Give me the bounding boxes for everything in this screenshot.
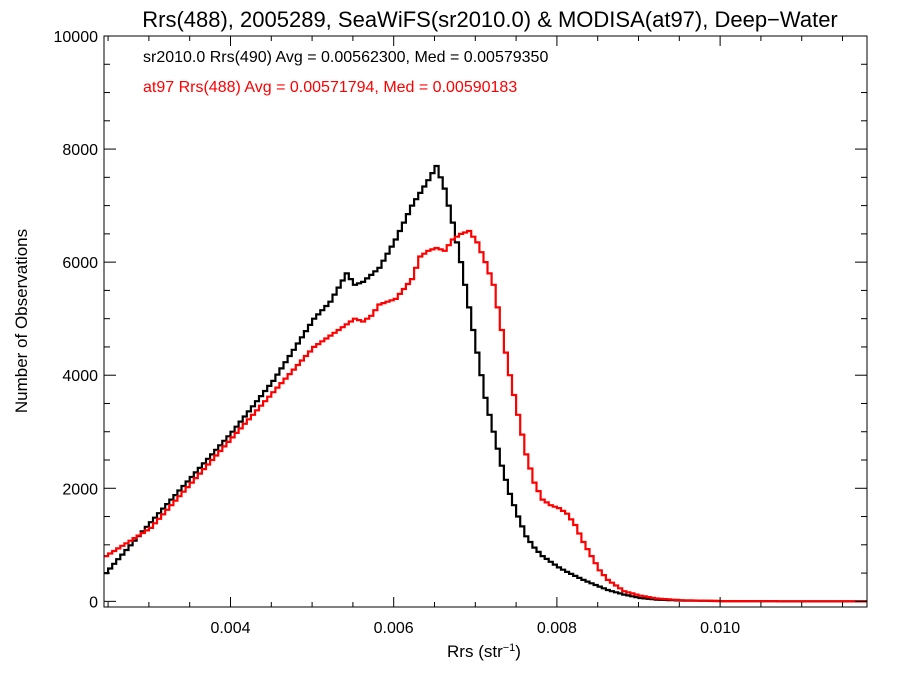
chart-title: Rrs(488), 2005289, SeaWiFS(sr2010.0) & M… [142, 7, 838, 32]
y-tick-label: 4000 [62, 368, 98, 385]
x-axis-label: Rrs (str−1) [447, 642, 521, 661]
y-tick-label: 8000 [62, 142, 98, 159]
x-tick-label: 0.010 [700, 620, 740, 637]
x-axis-label-main: Rrs (str [447, 642, 503, 661]
y-axis-label: Number of Observations [12, 229, 31, 413]
y-tick-label: 10000 [54, 29, 99, 46]
x-tick-label: 0.008 [537, 620, 577, 637]
legend-entry-black: sr2010.0 Rrs(490) Avg = 0.00562300, Med … [143, 49, 548, 66]
x-tick-label: 0.004 [210, 620, 250, 637]
y-tick-label: 6000 [62, 255, 98, 272]
x-tick-label: 0.006 [374, 620, 414, 637]
y-tick-label: 0 [89, 594, 98, 611]
plot-area: 0.004 0.006 0.008 0.010 0 2000 4000 6000 8000 100… [54, 29, 868, 637]
x-axis-label-close: ) [515, 642, 521, 661]
series-line-1 [104, 229, 867, 603]
legend-entry-red: at97 Rrs(488) Avg = 0.00571794, Med = 0.… [143, 79, 517, 96]
plot-frame [103, 35, 868, 608]
x-axis-label-exponent: −1 [503, 642, 516, 654]
y-tick-label: 2000 [62, 481, 98, 498]
